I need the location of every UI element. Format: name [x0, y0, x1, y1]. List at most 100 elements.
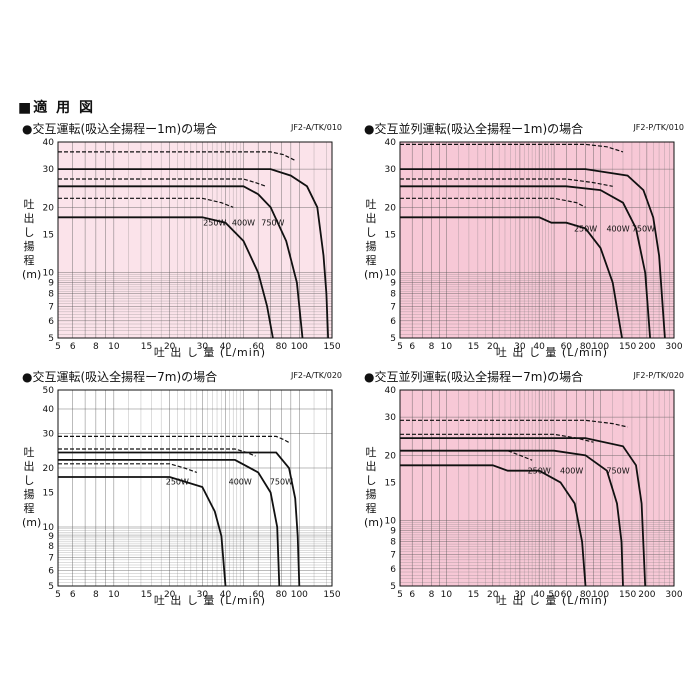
chart-code: JF2-A/TK/020 — [290, 371, 342, 380]
x-tick-label: 300 — [665, 342, 682, 352]
y-tick-label: 30 — [385, 165, 397, 175]
x-tick-label: 40 — [220, 590, 232, 600]
chart-title: ●交互並列運転(吸込全揚程ー7m)の場合 — [364, 370, 584, 384]
series-line-4 — [400, 168, 666, 339]
series-line-2 — [400, 449, 624, 587]
y-tick-label: 10 — [385, 517, 397, 527]
y-tick-label: 6 — [390, 565, 396, 575]
x-axis-label: 吐 出 し 量 (L/min) — [153, 346, 267, 359]
y-tick-label: 20 — [43, 203, 55, 213]
y-tick-label: 5 — [390, 334, 396, 344]
x-tick-label: 100 — [592, 590, 609, 600]
grid — [58, 390, 332, 586]
series-line-1 — [400, 197, 586, 208]
y-tick-label: 9 — [390, 279, 396, 289]
x-tick-label: 20 — [164, 342, 176, 352]
series-line-0 — [58, 476, 227, 587]
x-tick-label: 200 — [638, 342, 655, 352]
x-tick-label: 8 — [93, 342, 99, 352]
y-tick-label: 15 — [385, 230, 396, 240]
x-tick-label: 50 — [548, 590, 560, 600]
curve-label: 750W — [270, 477, 293, 486]
curve-label: 400W — [560, 466, 583, 475]
x-tick-label: 30 — [197, 342, 209, 352]
plot-frame — [399, 141, 675, 339]
x-tick-label: 100 — [291, 342, 308, 352]
x-tick-label: 10 — [108, 590, 120, 600]
section-title: ■適 用 図 — [18, 100, 95, 116]
plot-background — [400, 390, 674, 586]
y-tick-label: 5 — [48, 334, 54, 344]
series-line-1 — [400, 450, 533, 461]
x-tick-label: 100 — [291, 590, 308, 600]
series-line-3 — [58, 448, 256, 457]
curve-label: 250W — [528, 466, 551, 475]
x-tick-label: 150 — [323, 590, 340, 600]
x-tick-label: 15 — [468, 590, 479, 600]
chart-title: ●交互運転(吸込全揚程ー1m)の場合 — [22, 122, 218, 136]
y-tick-label: 6 — [48, 566, 54, 576]
series-line-2 — [58, 459, 281, 587]
grid — [58, 142, 332, 338]
y-tick-label: 8 — [390, 538, 396, 548]
y-tick-label: 9 — [48, 279, 54, 289]
x-tick-label: 5 — [55, 342, 61, 352]
chart-plot: 5 6 8 10 15 20 30 40 60 80 100 15056789101520304050… — [43, 386, 341, 600]
x-tick-label: 15 — [141, 590, 152, 600]
series-line-5 — [400, 143, 624, 153]
x-tick-label: 40 — [220, 342, 232, 352]
y-tick-label: 40 — [43, 405, 55, 415]
x-tick-label: 40 — [533, 342, 545, 352]
series-line-0 — [400, 464, 587, 587]
chart-panel-parallel-1m: ●交互並列運転(吸込全揚程ー1m)の場合 JF2-P/TK/010 吐出し揚程(… — [362, 120, 692, 370]
x-tick-label: 300 — [665, 590, 682, 600]
x-tick-label: 60 — [561, 342, 573, 352]
y-tick-label: 8 — [390, 290, 396, 300]
curve-label: 250W — [203, 218, 226, 227]
y-tick-label: 20 — [385, 203, 397, 213]
x-tick-label: 6 — [409, 342, 415, 352]
y-tick-label: 7 — [390, 302, 396, 312]
chart-panel-alternate-1m: ●交互運転(吸込全揚程ー1m)の場合 JF2-A/TK/010 吐出し揚程(m)… — [20, 120, 350, 370]
x-axis-label: 吐 出 し 量 (L/min) — [495, 594, 609, 607]
plot-frame — [57, 141, 333, 339]
series-line-1 — [58, 463, 198, 473]
chart-panel-alternate-7m: ●交互運転(吸込全揚程ー7m)の場合 JF2-A/TK/020 吐出し揚程(m)… — [20, 368, 350, 618]
y-tick-label: 40 — [43, 138, 55, 148]
curve-label: 750W — [632, 224, 655, 233]
series-line-2 — [400, 185, 651, 339]
x-tick-label: 8 — [93, 590, 99, 600]
curve-label: 400W — [606, 224, 629, 233]
plot-frame — [399, 389, 675, 587]
series-line-3 — [58, 178, 267, 187]
series-line-2 — [58, 185, 304, 339]
x-tick-label: 5 — [55, 590, 61, 600]
series-line-4 — [58, 451, 301, 587]
x-axis-label: 吐 出 し 量 (L/min) — [153, 594, 267, 607]
x-tick-label: 15 — [141, 342, 152, 352]
curve-label: 750W — [606, 466, 629, 475]
y-tick-label: 5 — [390, 582, 396, 592]
y-tick-label: 15 — [385, 478, 396, 488]
x-tick-label: 150 — [323, 342, 340, 352]
curve-label: 750W — [261, 218, 284, 227]
y-tick-label: 50 — [43, 386, 55, 396]
x-tick-label: 80 — [580, 590, 592, 600]
series-line-0 — [58, 216, 274, 339]
y-tick-label: 8 — [48, 290, 54, 300]
y-tick-label: 5 — [48, 582, 54, 592]
curve-label: 400W — [229, 477, 252, 486]
chart-code: JF2-A/TK/010 — [290, 123, 342, 132]
x-tick-label: 20 — [487, 590, 499, 600]
x-tick-label: 15 — [468, 342, 479, 352]
x-tick-label: 10 — [441, 590, 453, 600]
x-tick-label: 20 — [487, 342, 499, 352]
y-tick-label: 15 — [43, 488, 54, 498]
y-tick-label: 9 — [48, 532, 54, 542]
series-line-5 — [400, 419, 628, 428]
series-line-4 — [58, 168, 329, 339]
chart-plot: 5 6 8 10 15 20 30 40 60 80 100 150 200 30056789101520… — [385, 138, 683, 352]
x-tick-label: 5 — [397, 590, 403, 600]
x-tick-label: 6 — [409, 590, 415, 600]
x-tick-label: 30 — [197, 590, 209, 600]
